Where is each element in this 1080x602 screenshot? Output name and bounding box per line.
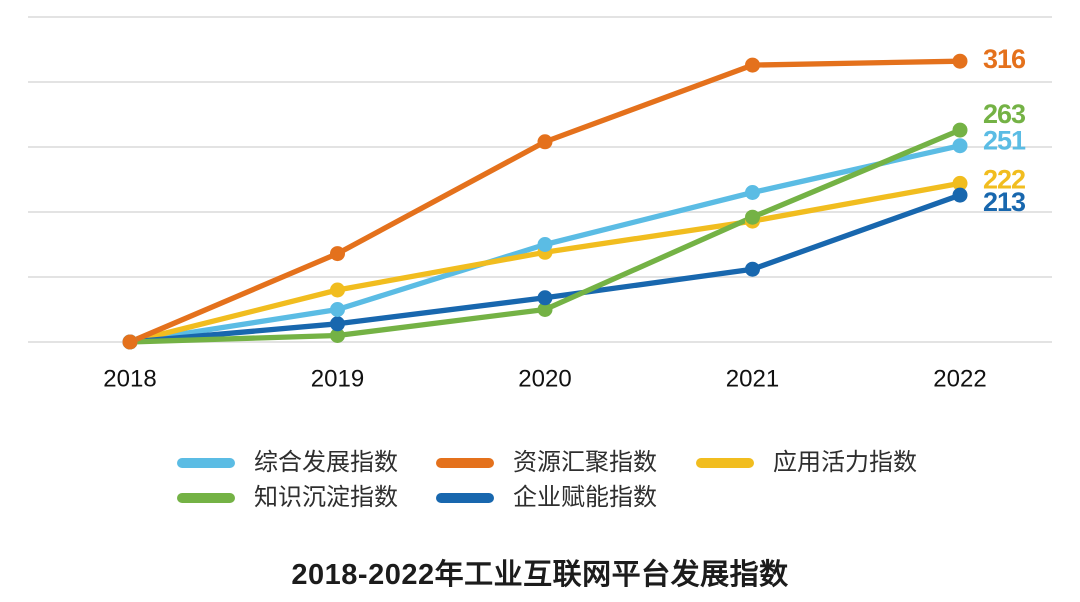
chart-legend: 综合发展指数 资源汇聚指数 应用活力指数知识沉淀指数 企业赋能指数 <box>0 0 1080 511</box>
data-point <box>952 138 968 154</box>
legend-label: 应用活力指数 <box>773 449 917 476</box>
data-point <box>330 282 345 298</box>
series-line <box>127 180 963 345</box>
data-point <box>330 246 345 262</box>
chart-title: 2018-2022年工业互联网平台发展指数 <box>291 559 789 591</box>
series-end-value-label: 316 <box>983 44 1026 74</box>
legend-swatch <box>436 492 494 503</box>
legend-label: 企业赋能指数 <box>513 484 657 511</box>
data-point <box>330 302 345 317</box>
data-point <box>537 290 553 306</box>
data-point <box>952 187 968 203</box>
data-point <box>952 175 968 191</box>
legend-item: 企业赋能指数 <box>436 480 657 515</box>
series-end-value-label: 263 <box>983 99 1026 129</box>
data-point <box>330 328 345 343</box>
series-end-value-label: 251 <box>983 126 1026 156</box>
x-axis-tick-label: 2021 <box>726 366 779 393</box>
data-point <box>330 316 345 332</box>
legend-swatch <box>177 492 235 503</box>
legend-swatch <box>177 457 235 468</box>
data-point <box>745 209 760 225</box>
data-point <box>745 261 760 277</box>
data-point <box>952 122 968 138</box>
data-point <box>537 134 553 150</box>
legend-label: 知识沉淀指数 <box>254 484 398 511</box>
legend-item: 综合发展指数 <box>177 445 398 480</box>
data-point <box>952 53 968 69</box>
x-axis-tick-label: 2020 <box>518 366 571 393</box>
data-point <box>537 237 553 252</box>
data-point <box>537 302 553 317</box>
data-point <box>745 185 760 200</box>
legend-item: 应用活力指数 <box>696 445 917 480</box>
series-end-value-label: 222 <box>983 164 1025 194</box>
data-point <box>122 334 138 350</box>
line-chart: 2018 2019 2020 2021 2022 251 316 222 263 213 <box>28 16 1052 393</box>
legend-item: 知识沉淀指数 <box>177 480 398 515</box>
legend-swatch <box>436 457 494 468</box>
series-end-value-label: 213 <box>983 187 1026 217</box>
legend-swatch <box>696 457 754 468</box>
x-axis-tick-label: 2018 <box>103 366 156 393</box>
x-axis-tick-label: 2019 <box>311 366 364 393</box>
x-axis-tick-label: 2022 <box>933 366 986 393</box>
legend-label: 资源汇聚指数 <box>513 449 657 476</box>
data-point <box>745 57 760 73</box>
legend-label: 综合发展指数 <box>254 449 398 476</box>
legend-item: 资源汇聚指数 <box>436 445 657 480</box>
